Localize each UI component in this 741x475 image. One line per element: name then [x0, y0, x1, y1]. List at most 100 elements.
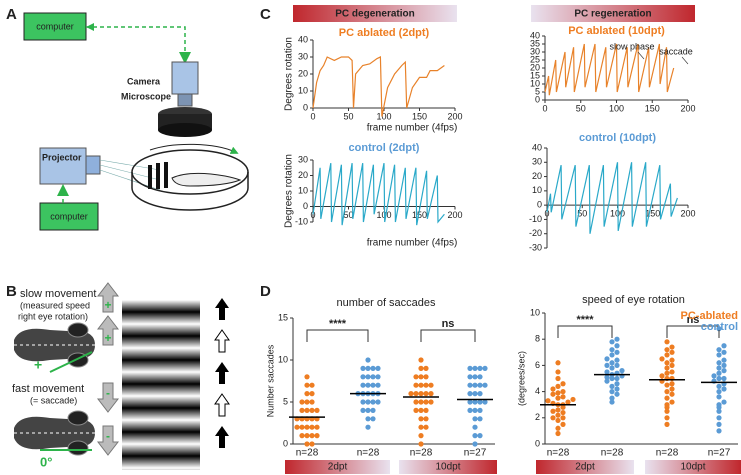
y-tick-label: 30 — [530, 46, 540, 56]
sig-label: **** — [576, 314, 594, 326]
dot — [304, 374, 310, 380]
arrow-signs: + + - - — [104, 298, 111, 443]
chart-title: control (10dpt) — [579, 132, 656, 144]
dot — [370, 374, 376, 380]
microscope-label: Microscope — [121, 91, 171, 101]
dot — [609, 339, 615, 345]
x-tick-label: 200 — [680, 209, 695, 219]
dot — [659, 373, 665, 379]
dot — [360, 407, 366, 413]
dot — [472, 407, 478, 413]
dot — [467, 391, 473, 397]
dot — [659, 356, 665, 362]
dot — [664, 365, 670, 371]
dot — [669, 391, 675, 397]
legend-entry: PC-ablated — [681, 310, 738, 322]
x-tick-label: 150 — [412, 210, 427, 220]
dot — [309, 424, 315, 430]
fast-arrows — [96, 382, 120, 456]
x-axis-label: frame number (4fps) — [367, 123, 458, 134]
fish — [171, 172, 242, 187]
dot — [375, 374, 381, 380]
dot — [614, 375, 620, 382]
group-label: 10dpt — [435, 462, 460, 473]
trace — [546, 162, 678, 234]
dot — [664, 408, 670, 414]
dot — [614, 349, 620, 355]
x-tick-label: 200 — [447, 210, 462, 220]
objective — [158, 123, 212, 137]
fast-note: (= saccade) — [30, 395, 77, 405]
y-tick-label: 20 — [298, 170, 308, 180]
dot — [669, 344, 675, 350]
dot — [555, 412, 561, 418]
dot — [555, 417, 561, 424]
rotation-arrow — [149, 143, 239, 154]
y-tick-label: 10 — [532, 185, 542, 195]
dot — [664, 421, 670, 427]
dot — [360, 399, 366, 405]
dot — [664, 382, 670, 388]
dot — [555, 390, 561, 396]
dot — [477, 433, 483, 439]
dot — [614, 362, 620, 368]
dot — [555, 395, 561, 401]
arrow-sign: - — [106, 429, 110, 443]
annotation: slow phase — [609, 41, 654, 51]
y-axis-label: (degrees/sec) — [516, 351, 526, 406]
dot — [721, 357, 727, 363]
chart-title: control (2dpt) — [349, 142, 420, 154]
y-tick-label: 20 — [532, 171, 542, 181]
dot — [467, 382, 473, 388]
dot — [570, 396, 576, 403]
dot — [664, 360, 670, 366]
x-tick-label: 150 — [412, 111, 427, 121]
dot — [555, 375, 561, 382]
dot — [472, 433, 478, 439]
y-tick-label: 10 — [298, 185, 308, 195]
dot — [370, 399, 376, 405]
n-label: n=27 — [708, 448, 731, 459]
group-bar — [399, 460, 497, 474]
dot — [716, 408, 722, 414]
dot — [365, 357, 371, 363]
dot — [467, 365, 473, 371]
dot — [314, 407, 320, 413]
dot — [721, 349, 727, 355]
dot — [418, 357, 424, 363]
dot — [609, 383, 615, 389]
dot — [428, 391, 434, 397]
dot — [418, 424, 424, 430]
chart-title: speed of eye rotation — [582, 294, 685, 306]
panel-label: C — [260, 6, 271, 23]
annotation-leader — [681, 56, 689, 65]
dot — [472, 441, 478, 447]
dot — [375, 399, 381, 405]
y-tick-label: 4 — [535, 386, 540, 396]
group-label: 2dpt — [328, 462, 348, 473]
x-tick-label: 100 — [376, 111, 391, 121]
y-tick-label: 8 — [535, 334, 540, 344]
dot — [423, 407, 429, 413]
dot — [619, 368, 625, 374]
dot — [560, 415, 566, 421]
dot — [560, 381, 566, 387]
computer-box — [23, 12, 87, 41]
dot — [477, 365, 483, 371]
x-tick-label: 0 — [310, 210, 315, 220]
projector-lens — [85, 155, 101, 175]
dot — [477, 416, 483, 422]
dot — [472, 365, 478, 371]
dot — [360, 382, 366, 388]
y-axis-label: Degrees rotation — [284, 154, 295, 228]
dot — [309, 399, 315, 405]
dot — [609, 352, 615, 358]
dot — [423, 365, 429, 371]
dot — [721, 362, 727, 368]
sig-bracket — [557, 325, 613, 338]
panel-a: A computer Camera Microscope Projector c… — [6, 6, 249, 231]
dot — [550, 408, 556, 414]
chart-title: PC ablated (10dpt) — [568, 25, 665, 37]
y-tick-label: 5 — [283, 396, 288, 406]
dot — [614, 343, 620, 349]
